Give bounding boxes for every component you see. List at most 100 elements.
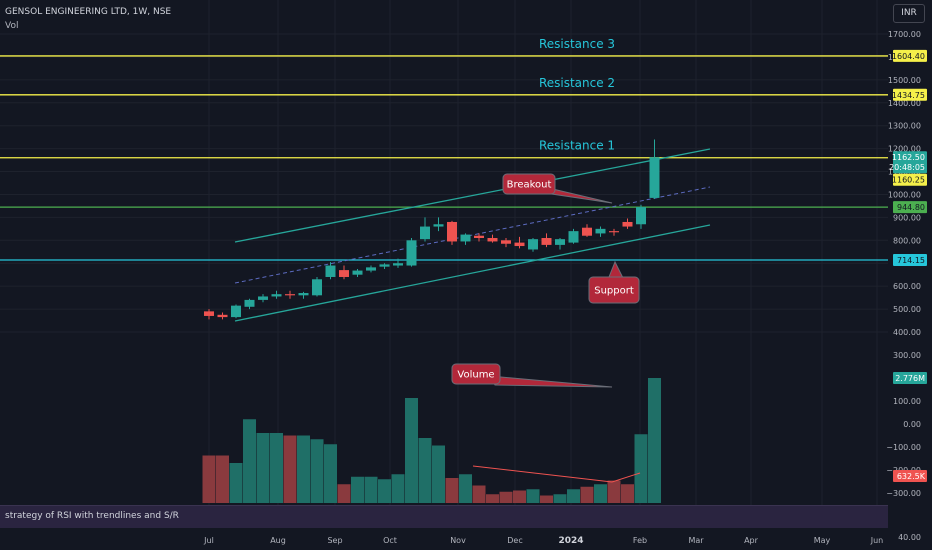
volume-trendline-2 [611,472,641,483]
time-tick: Mar [688,536,704,545]
volume-bar [607,480,621,503]
volume-bars [202,378,661,503]
candle-body [582,227,592,236]
level-badge: 714.15 [897,256,925,265]
volume-bar [634,434,648,503]
price-tick: 1500.00 [888,76,921,85]
candle-body [312,279,322,296]
volume-bar [513,490,526,503]
volume-bar [270,433,283,503]
candle-body [541,238,552,245]
currency-button[interactable]: INR [893,4,925,23]
volume-bar [364,476,378,503]
last-price-label: 1162.50 [892,153,925,162]
price-tick: 600.00 [893,282,921,291]
price-tick: 1700.00 [888,30,921,39]
level-name: Resistance 2 [539,76,615,90]
candle-body [514,242,525,247]
candle-body [217,314,228,318]
time-tick: Aug [270,536,286,545]
volume-tick: −100.00 [886,443,921,452]
level-badge-bg [893,88,927,101]
volume-trendline [472,465,613,483]
candle-body [555,239,565,245]
breakout-box [502,173,556,195]
level-badge-bg [893,253,927,266]
volume-label: Volume [457,370,494,381]
channel-lower [234,224,711,322]
volume-tick: 100.00 [893,397,921,406]
candle-body [487,238,498,242]
level-badge: 1160.25 [892,176,925,185]
level-badge: 944.80 [897,203,925,212]
candle-body [447,221,457,242]
time-tick: May [814,536,831,545]
volume-box [451,363,501,385]
volume-bar [297,435,310,503]
candle-body [595,228,606,234]
price-tick: 1200.00 [888,145,921,154]
volume-bar [580,486,594,503]
volume-bar [405,398,418,503]
candle-body [366,267,376,271]
volume-bar [256,433,270,503]
support-box [588,276,640,304]
volume-bar [216,455,229,503]
candle-body [460,234,471,242]
symbol-title: GENSOL ENGINEERING LTD, 1W, NSE [5,7,172,17]
volume-bar [391,474,405,503]
candle-body [474,235,484,239]
candle-body [406,240,417,266]
volume-low-badge: 632.5K [897,472,926,481]
candle-body [433,224,444,227]
volume-tick: −300.00 [886,489,921,498]
level-lines: Resistance 3 Resistance 2 Resistance 1 [0,37,888,261]
candle-body [339,270,349,277]
price-tick: 900.00 [893,213,921,222]
volume-low-badge-bg [893,470,927,482]
volume-bar [351,476,364,503]
grid [0,0,888,505]
volume-bar [324,444,337,503]
volume-bar [229,463,243,503]
volume-bar [243,419,256,503]
volume-bar [499,491,513,503]
time-tick: Apr [744,536,759,545]
volume-last-badge: 2.776M [895,374,925,383]
candle-body [352,270,363,275]
time-tick: Dec [507,536,522,545]
candle-body [609,231,619,233]
indicator-tick: 40.00 [898,533,921,542]
time-tick: Sep [327,536,342,545]
candle-body [568,231,579,243]
level-badge-bg [893,173,927,186]
countdown-label: 20:48:05 [889,163,925,172]
volume-indicator-label: Vol [5,21,19,31]
price-tick: 500.00 [893,305,921,314]
channel-mid [234,186,711,284]
volume-bar [418,438,432,503]
price-tick: 1400.00 [888,99,921,108]
candle-body [622,221,633,227]
price-tick: 1300.00 [888,122,921,131]
annotations: Breakout Support Volume [451,173,640,388]
volume-bar [310,439,324,503]
time-axis: Jul Aug Sep Oct Nov Dec 2024 Feb Mar Apr May Jun [203,536,883,546]
volume-bar [486,494,499,503]
candle-body [649,157,660,198]
volume-bar [526,489,540,503]
candle-body [244,299,255,307]
volume-bar [553,494,567,503]
volume-bar [594,484,607,503]
level-badge: 1604.40 [892,52,925,61]
volume-bar [337,484,351,503]
level-badge: 1434.75 [892,91,925,100]
volume-bar [621,484,634,503]
volume-bar [432,445,445,503]
last-price-bg [893,151,927,174]
level-name: Resistance 1 [539,139,615,153]
time-tick: Oct [383,536,397,545]
price-tick: 1000.00 [888,190,921,199]
trend-channel [234,148,711,322]
support-label: Support [594,286,634,297]
